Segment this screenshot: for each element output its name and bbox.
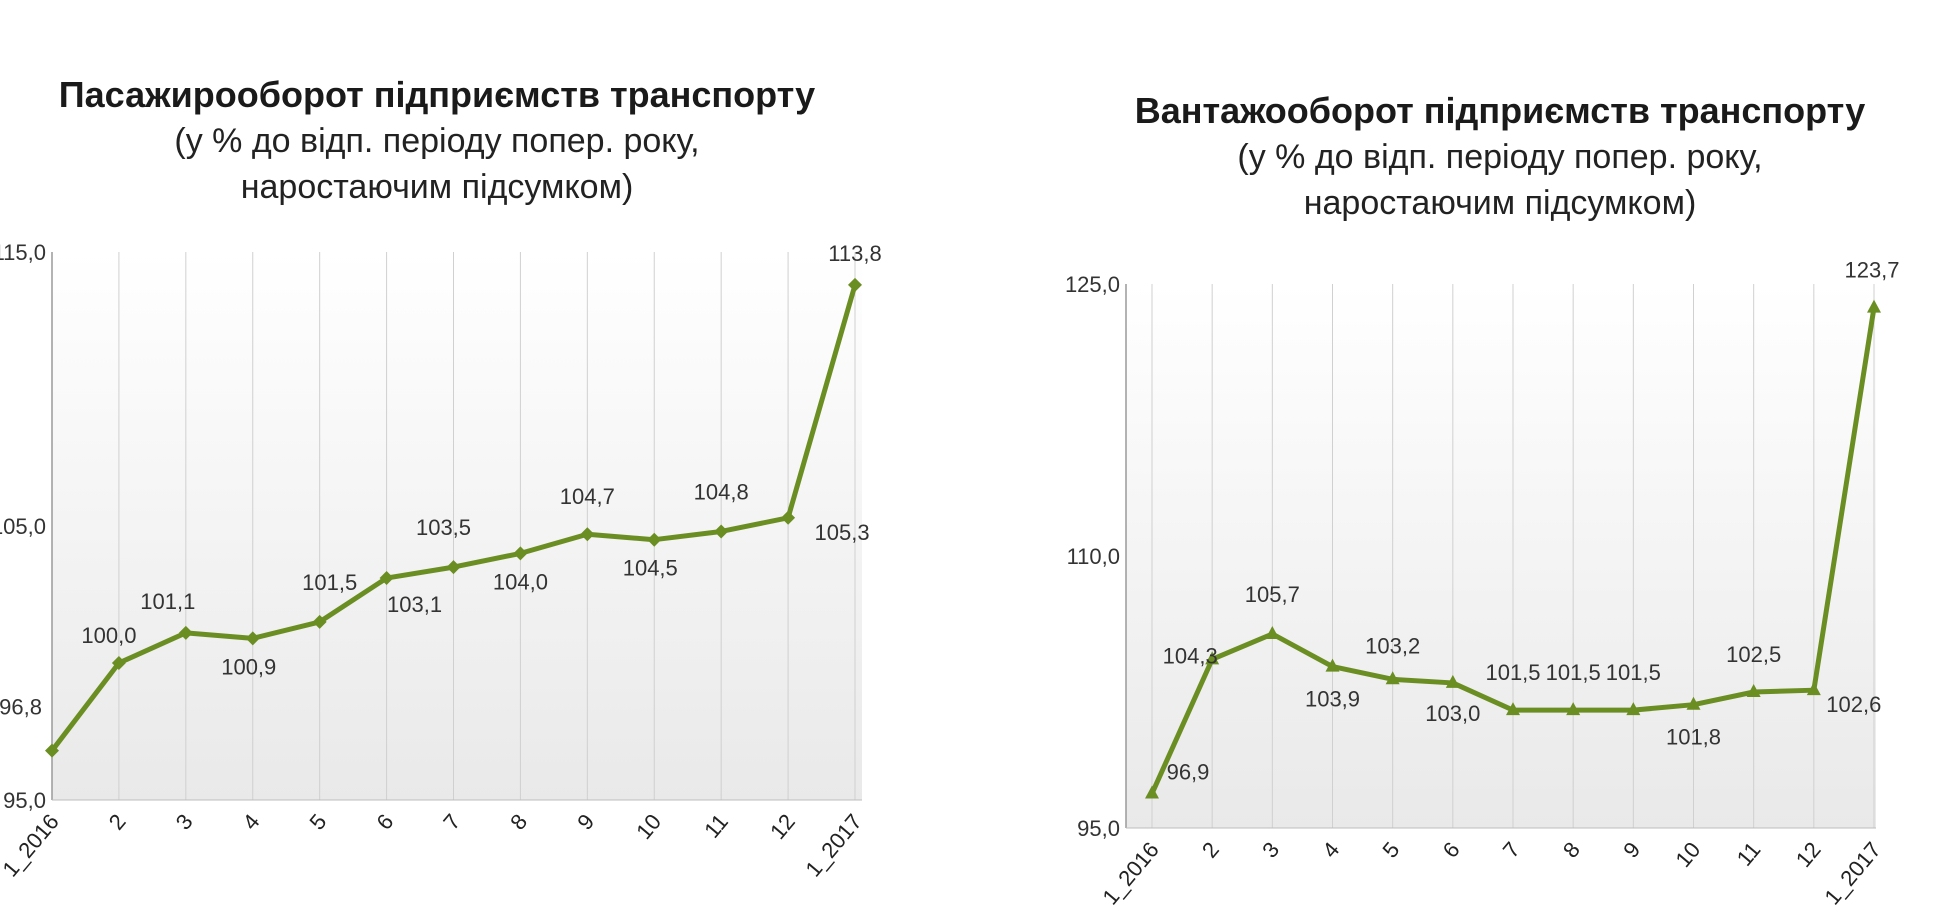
data-point bbox=[1385, 671, 1400, 685]
x-tick-label: 8 bbox=[1558, 837, 1585, 862]
data-point bbox=[714, 524, 729, 539]
data-point bbox=[848, 277, 862, 292]
data-point bbox=[379, 571, 394, 586]
data-label: 103,0 bbox=[1425, 701, 1480, 726]
x-tick-label: 9 bbox=[1618, 837, 1645, 862]
x-tick-label: 4 bbox=[238, 809, 265, 834]
chart-subtitle-line1: (у % до відп. періоду попер. року, bbox=[1237, 138, 1763, 176]
data-label: 103,5 bbox=[416, 515, 471, 540]
x-tick-label: 1_2016 bbox=[1097, 837, 1163, 909]
chart-title: Вантажооборот підприємств транспорту bbox=[1134, 90, 1866, 131]
data-point bbox=[1506, 702, 1520, 716]
data-point bbox=[312, 614, 327, 629]
data-label: 101,8 bbox=[1666, 725, 1721, 750]
data-label: 113,8 bbox=[828, 241, 881, 266]
data-label: 103,1 bbox=[387, 592, 442, 617]
data-point bbox=[1686, 696, 1701, 710]
data-point bbox=[1746, 684, 1761, 697]
data-label: 104,3 bbox=[1163, 643, 1218, 668]
x-tick-label: 6 bbox=[1438, 837, 1465, 862]
x-tick-label: 11 bbox=[1732, 837, 1766, 871]
data-label: 101,5 bbox=[1606, 660, 1661, 685]
y-tick-label: 125,0 bbox=[1065, 272, 1120, 297]
data-point bbox=[1445, 674, 1460, 688]
data-point bbox=[1265, 625, 1280, 639]
y-tick-label: 105,0 bbox=[0, 514, 46, 539]
data-point bbox=[446, 560, 461, 575]
data-point bbox=[111, 656, 126, 670]
data-label: 96,9 bbox=[1167, 760, 1210, 785]
passenger-turnover-chart: 95,0 105,0 115,0 1_2016 2 3 4 5 6 7 8 9 10 11 121_2017… bbox=[0, 240, 882, 881]
data-point bbox=[1325, 658, 1340, 672]
chart-title-block-freight: Вантажооборот підприємств транспорту (у … bbox=[1060, 88, 1940, 226]
data-label: 104,0 bbox=[493, 569, 548, 594]
y-tick-label: 95,0 bbox=[3, 788, 46, 813]
y-tick-label: 95,0 bbox=[1077, 816, 1120, 841]
x-tick-label: 1_2016 bbox=[0, 809, 64, 881]
x-tick-label: 2 bbox=[1197, 837, 1224, 862]
x-tick-label: 9 bbox=[572, 809, 599, 834]
data-point bbox=[178, 625, 193, 640]
data-label: 104,7 bbox=[560, 484, 615, 509]
data-label: 123,7 bbox=[1844, 258, 1899, 283]
plot-background bbox=[52, 252, 862, 800]
x-tick-label: 2 bbox=[104, 809, 131, 834]
data-label: 96,8 bbox=[0, 695, 42, 720]
chart-title: Пасажирооборот підприємств транспорту bbox=[58, 74, 816, 115]
x-tick-label: 3 bbox=[1257, 837, 1284, 862]
data-label: 104,5 bbox=[623, 556, 678, 581]
data-label: 101,1 bbox=[140, 589, 195, 614]
x-tick-label: 6 bbox=[371, 809, 398, 834]
x-tick-label: 5 bbox=[1377, 837, 1404, 862]
data-point bbox=[1205, 651, 1220, 665]
data-point bbox=[647, 532, 662, 547]
x-tick-label: 12 bbox=[765, 809, 800, 844]
plot-background bbox=[1126, 284, 1876, 828]
y-tick-label: 110,0 bbox=[1067, 544, 1120, 569]
freight-turnover-chart: 95,0 110,0 125,0 1_2016 2 3 4 5 6 7 8 9 10 11 121_2017… bbox=[1065, 258, 1900, 910]
data-label: 105,3 bbox=[815, 520, 870, 545]
data-point bbox=[513, 546, 528, 561]
x-tick-label: 10 bbox=[1670, 837, 1705, 872]
x-tick-label: 3 bbox=[171, 809, 198, 834]
chart-subtitle-line2: наростаючим підсумком) bbox=[240, 168, 634, 206]
x-tick-label: 4 bbox=[1317, 837, 1344, 862]
x-tick-label: 5 bbox=[304, 809, 331, 834]
data-point bbox=[1806, 682, 1821, 696]
x-tick-label: 7 bbox=[1498, 837, 1525, 862]
data-point bbox=[1867, 299, 1881, 313]
data-label: 101,5 bbox=[1485, 660, 1540, 685]
x-tick-label: 12 bbox=[1791, 837, 1826, 872]
data-label: 100,0 bbox=[81, 623, 136, 648]
data-label: 101,5 bbox=[1546, 660, 1601, 685]
data-point bbox=[45, 743, 59, 758]
data-point bbox=[245, 631, 260, 646]
data-label: 104,8 bbox=[694, 479, 749, 504]
x-tick-label: 8 bbox=[505, 809, 532, 834]
data-label: 103,2 bbox=[1365, 633, 1420, 658]
data-point bbox=[1566, 702, 1581, 716]
data-label: 102,6 bbox=[1826, 692, 1881, 717]
x-tick-label: 1_2017 bbox=[1819, 837, 1885, 909]
x-tick-label: 7 bbox=[438, 809, 465, 834]
data-label: 101,5 bbox=[302, 570, 357, 595]
x-tick-label: 1_2017 bbox=[800, 809, 866, 881]
data-point bbox=[1145, 785, 1159, 799]
data-label: 100,9 bbox=[221, 654, 276, 679]
data-point bbox=[1626, 702, 1641, 716]
chart-subtitle-line2: наростаючим підсумком) bbox=[1303, 184, 1697, 222]
data-label: 102,5 bbox=[1726, 642, 1781, 667]
chart-subtitle-line1: (у % до відп. періоду попер. року, bbox=[174, 122, 700, 160]
data-point bbox=[781, 510, 796, 525]
x-tick-label: 11 bbox=[699, 809, 733, 843]
chart-title-block-passenger: Пасажирооборот підприємств транспорту (у… bbox=[0, 72, 874, 210]
x-tick-label: 10 bbox=[631, 809, 666, 844]
data-label: 103,9 bbox=[1305, 687, 1360, 712]
data-point bbox=[580, 527, 595, 542]
y-tick-label: 115,0 bbox=[0, 240, 46, 265]
data-label: 105,7 bbox=[1245, 582, 1300, 607]
